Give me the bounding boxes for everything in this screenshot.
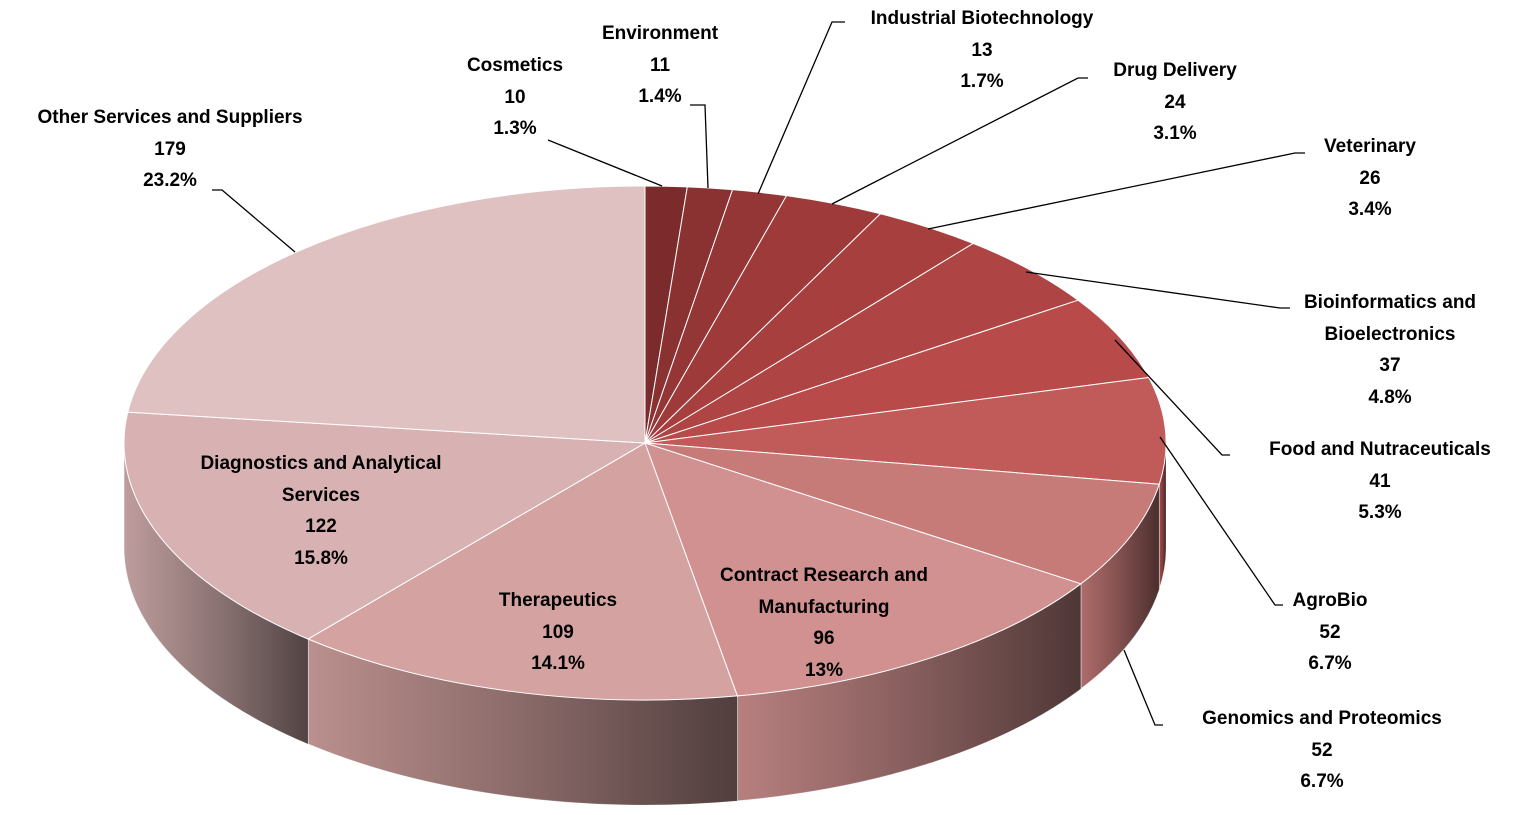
count-label: 26 <box>1359 167 1381 189</box>
slice <box>644 442 1160 585</box>
slice <box>127 185 646 444</box>
percent-label: 23.2% <box>143 170 197 191</box>
category-label: Bioinformatics and Bioelectronics <box>1303 292 1477 345</box>
slice-label: Cosmetics 10 1.3% <box>415 50 615 145</box>
count-label: 109 <box>542 621 574 643</box>
slice-label: Bioinformatics and Bioelectronics 37 4.8% <box>1275 287 1505 413</box>
leader-line <box>690 104 709 189</box>
slice <box>306 442 739 701</box>
side-shade <box>308 639 738 805</box>
count-label: 24 <box>1164 91 1186 113</box>
category-label: Veterinary <box>1324 136 1416 157</box>
percent-label: 1.3% <box>493 118 537 139</box>
pie-sides <box>123 442 1167 806</box>
leader-line <box>1123 649 1163 726</box>
slice <box>644 242 1080 444</box>
slice-label: Environment 11 1.4% <box>560 18 760 113</box>
count-label: 52 <box>1311 739 1333 761</box>
slice <box>123 411 647 640</box>
leader-line <box>1025 271 1290 309</box>
percent-label: 1.4% <box>638 86 682 107</box>
slice-label: Other Services and Suppliers 179 23.2% <box>0 102 340 197</box>
leader-line <box>831 77 1088 205</box>
category-label: Drug Delivery <box>1113 60 1237 81</box>
leader-line <box>757 21 845 195</box>
leader-line <box>1159 436 1283 606</box>
slice-label: Veterinary 26 3.4% <box>1270 131 1470 226</box>
leader-line <box>1114 339 1230 456</box>
count-label: 122 <box>305 516 337 537</box>
side-shade <box>124 443 309 745</box>
percent-label: 3.4% <box>1348 199 1392 220</box>
category-label: AgroBio <box>1292 590 1368 611</box>
percent-label: 1.7% <box>960 71 1004 92</box>
count-label: 41 <box>1369 470 1391 492</box>
percent-label: 6.7% <box>1308 653 1352 674</box>
leader-line <box>212 189 296 253</box>
category-label: Other Services and Suppliers <box>37 107 303 128</box>
side-shade <box>737 583 1081 801</box>
slice-label: Diagnostics and Analytical Services 122 15… <box>161 448 481 574</box>
pie-tops <box>123 185 1167 701</box>
slice-label: Food and Nutraceuticals 41 5.3% <box>1230 434 1530 529</box>
slice-label: Therapeutics 109 14.1% <box>448 585 668 680</box>
slice <box>644 442 1082 697</box>
leaders <box>212 21 1305 726</box>
percent-label: 15.8% <box>294 547 348 569</box>
category-label: Food and Nutraceuticals <box>1269 439 1491 460</box>
percent-label: 14.1% <box>531 653 585 674</box>
percent-label: 13% <box>804 659 844 681</box>
count-label: 10 <box>504 86 526 108</box>
category-label: Diagnostics and Analytical Services <box>200 453 442 506</box>
category-label: Genomics and Proteomics <box>1202 708 1442 729</box>
category-label: Industrial Biotechnology <box>870 8 1094 29</box>
count-label: 52 <box>1319 621 1341 643</box>
slice <box>644 376 1167 485</box>
slice-label: AgroBio 52 6.7% <box>1230 585 1430 680</box>
percent-label: 4.8% <box>1368 386 1412 408</box>
category-label: Therapeutics <box>498 590 618 611</box>
slice-label: Industrial Biotechnology 13 1.7% <box>822 3 1142 98</box>
count-label: 13 <box>971 39 993 61</box>
category-label: Contract Research and Manufacturing <box>719 565 928 618</box>
category-label: Environment <box>601 23 719 44</box>
count-label: 37 <box>1379 355 1401 376</box>
side-shade <box>1080 484 1160 689</box>
leader-line <box>547 139 663 187</box>
count-label: 96 <box>813 628 835 649</box>
slice-label: Genomics and Proteomics 52 6.7% <box>1162 703 1482 798</box>
percent-label: 3.1% <box>1153 123 1197 144</box>
leader-line <box>927 152 1305 230</box>
count-label: 179 <box>154 138 186 160</box>
count-label: 11 <box>649 54 671 76</box>
category-label: Cosmetics <box>466 55 564 76</box>
slice-label: Drug Delivery 24 3.1% <box>1065 55 1285 150</box>
slice-label: Contract Research and Manufacturing 96 13% <box>684 560 964 686</box>
percent-label: 5.3% <box>1358 502 1402 523</box>
percent-label: 6.7% <box>1300 771 1344 792</box>
